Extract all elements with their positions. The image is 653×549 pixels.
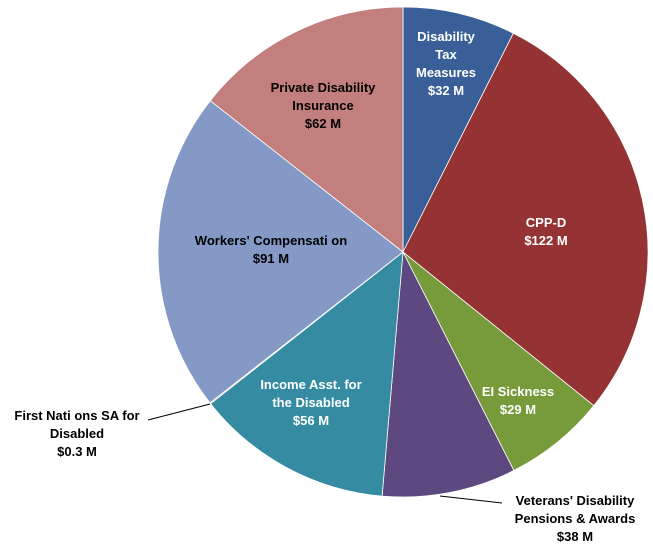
slice-label-line: Workers' Compensati on bbox=[195, 233, 347, 248]
slice-label-line: $122 M bbox=[524, 233, 567, 248]
slice-label: Veterans' Disability Pensions & Awards $38… bbox=[515, 493, 636, 544]
pie-slices bbox=[157, 6, 649, 498]
slice-label-line: $32 M bbox=[428, 83, 464, 98]
pie-slice bbox=[209, 6, 404, 253]
slice-label: Income Asst. for the Disabled $56 M bbox=[260, 377, 361, 428]
slice-label: EI Sickness $29 M bbox=[482, 384, 554, 417]
slice-label: Disability Tax Measures $32 M bbox=[416, 29, 476, 98]
slice-label-line: Private Disability bbox=[271, 80, 377, 95]
slice-labels: Disability Tax Measures $32 M CPP-D $122 M EI … bbox=[14, 29, 635, 544]
slice-label: First Nati ons SA for Disabled $0.3 M bbox=[14, 408, 139, 459]
slice-label-line: Disabled bbox=[50, 426, 104, 441]
slice-label-line: Pensions & Awards bbox=[515, 511, 636, 526]
slice-label-line: Measures bbox=[416, 65, 476, 80]
leader-line bbox=[439, 495, 503, 504]
slice-label: Private Disability Insurance $62 M bbox=[271, 80, 377, 131]
slice-label-line: Disability bbox=[417, 29, 476, 44]
leader-lines bbox=[147, 403, 503, 504]
pie-slice bbox=[381, 250, 515, 498]
slice-label-line: Insurance bbox=[292, 98, 353, 113]
slice-label: Workers' Compensati on $91 M bbox=[195, 233, 347, 266]
slice-label-line: Income Asst. for bbox=[260, 377, 361, 392]
slice-label-line: First Nati ons SA for bbox=[14, 408, 139, 423]
pie-slice bbox=[402, 6, 514, 253]
slice-label-line: $38 M bbox=[557, 529, 593, 544]
slice-label-line: Veterans' Disability bbox=[516, 493, 635, 508]
pie-slice bbox=[210, 251, 404, 497]
slice-label-line: $0.3 M bbox=[57, 444, 97, 459]
slice-label-line: $56 M bbox=[293, 413, 329, 428]
leader-line bbox=[147, 403, 211, 421]
slice-label-line: $91 M bbox=[253, 251, 289, 266]
slice-label-line: the Disabled bbox=[272, 395, 349, 410]
slice-label-line: $62 M bbox=[305, 116, 341, 131]
slice-label-line: CPP-D bbox=[526, 215, 566, 230]
slice-label-line: Tax bbox=[435, 47, 457, 62]
slice-label: CPP-D $122 M bbox=[524, 215, 567, 248]
slice-label-line: $29 M bbox=[500, 402, 536, 417]
pie-slice bbox=[157, 100, 404, 404]
pie-slice bbox=[402, 32, 649, 407]
slice-label-line: EI Sickness bbox=[482, 384, 554, 399]
